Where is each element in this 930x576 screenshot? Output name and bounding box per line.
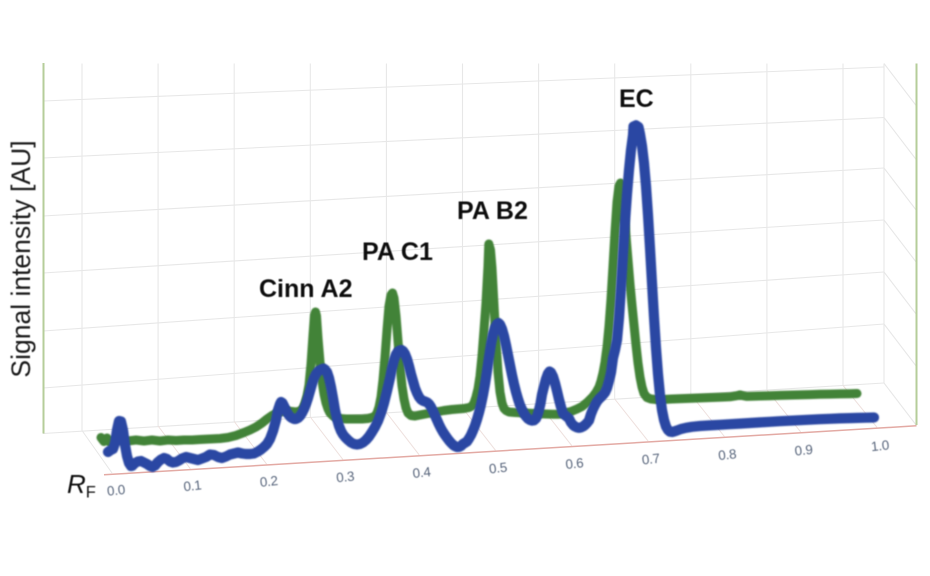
svg-text:0.5: 0.5 [488, 460, 507, 477]
svg-text:0.1: 0.1 [183, 477, 202, 494]
svg-text:EC: EC [619, 85, 654, 113]
svg-text:0.7: 0.7 [641, 451, 660, 468]
svg-text:Signal intensity [AU]: Signal intensity [AU] [6, 140, 36, 377]
svg-text:0.6: 0.6 [565, 455, 584, 472]
svg-text:0.8: 0.8 [717, 446, 736, 463]
svg-text:0.3: 0.3 [335, 469, 354, 486]
svg-text:PA B2: PA B2 [457, 197, 528, 225]
svg-text:0.4: 0.4 [412, 464, 432, 481]
svg-text:1.0: 1.0 [870, 437, 889, 454]
svg-text:Cinn A2: Cinn A2 [259, 275, 353, 303]
svg-text:PA C1: PA C1 [362, 238, 433, 266]
svg-text:0.2: 0.2 [259, 473, 278, 490]
svg-text:0.9: 0.9 [794, 442, 813, 459]
svg-text:0.0: 0.0 [106, 482, 125, 499]
